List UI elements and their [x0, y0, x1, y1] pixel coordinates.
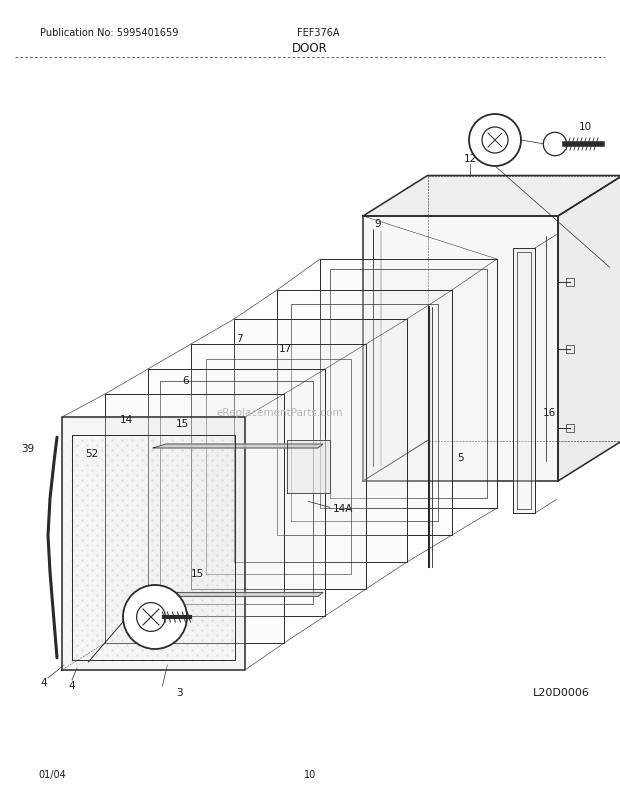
Text: 15: 15 — [176, 419, 189, 429]
Polygon shape — [153, 593, 323, 597]
Text: 16: 16 — [542, 407, 556, 418]
Text: 12: 12 — [464, 153, 477, 164]
Text: L20D0006: L20D0006 — [533, 687, 590, 697]
Polygon shape — [277, 290, 452, 535]
Text: 3: 3 — [177, 687, 184, 697]
Text: 5: 5 — [457, 452, 463, 462]
Bar — [566, 424, 574, 432]
Polygon shape — [286, 440, 330, 494]
Text: 4: 4 — [69, 680, 75, 691]
Polygon shape — [148, 370, 325, 616]
Circle shape — [469, 115, 521, 167]
Polygon shape — [62, 418, 245, 670]
Text: 10B: 10B — [485, 136, 505, 145]
Polygon shape — [191, 345, 366, 589]
Text: 17: 17 — [279, 343, 293, 354]
Bar — [566, 279, 574, 287]
Text: FEF376A: FEF376A — [297, 28, 339, 38]
Polygon shape — [363, 176, 620, 217]
Polygon shape — [234, 320, 407, 562]
Polygon shape — [363, 217, 558, 481]
Circle shape — [136, 603, 166, 632]
Text: DOOR: DOOR — [292, 43, 328, 55]
Text: 10: 10 — [578, 122, 591, 132]
Circle shape — [123, 585, 187, 649]
Text: eReplacementParts.com: eReplacementParts.com — [217, 407, 343, 418]
Text: 9: 9 — [374, 218, 381, 229]
Bar — [566, 345, 574, 353]
Text: 52: 52 — [86, 448, 99, 459]
Text: 01/04: 01/04 — [38, 769, 66, 779]
Text: 6: 6 — [183, 375, 189, 386]
Polygon shape — [320, 260, 497, 508]
Polygon shape — [558, 176, 620, 481]
Polygon shape — [153, 444, 323, 448]
Circle shape — [543, 133, 567, 156]
Text: 14: 14 — [120, 415, 133, 424]
Polygon shape — [513, 249, 535, 513]
Text: 15: 15 — [191, 569, 204, 579]
Text: 10: 10 — [304, 769, 316, 779]
Text: 60B: 60B — [143, 613, 162, 622]
Text: 14A: 14A — [332, 504, 353, 514]
Text: 7: 7 — [236, 334, 242, 344]
Polygon shape — [105, 395, 284, 643]
Text: 39: 39 — [21, 444, 34, 453]
Circle shape — [482, 128, 508, 154]
Text: 4: 4 — [41, 677, 47, 687]
Text: Publication No: 5995401659: Publication No: 5995401659 — [40, 28, 179, 38]
